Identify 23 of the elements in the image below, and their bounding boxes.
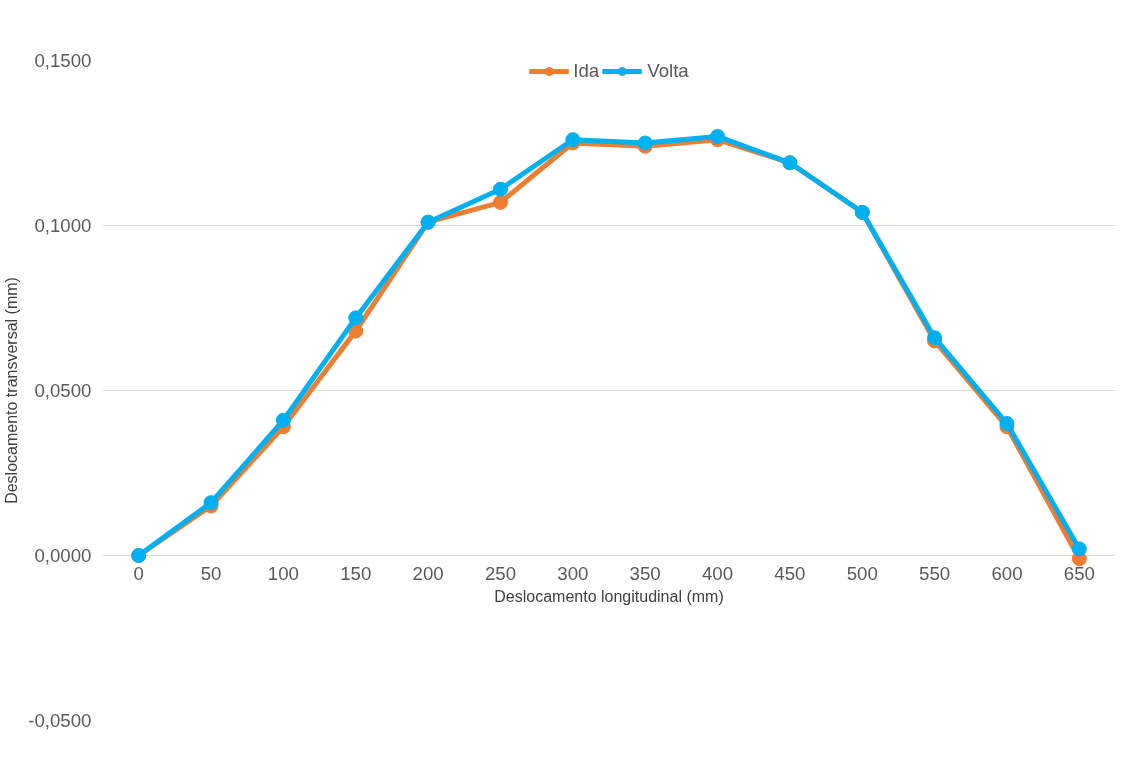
x-tick-label: 450: [774, 562, 806, 584]
y-tick-label: 0,1000: [34, 215, 92, 236]
y-tick-label: 0,0500: [34, 380, 92, 401]
x-tick-label: 500: [846, 562, 878, 584]
x-axis-title: Deslocamento longitudinal (mm): [494, 587, 724, 605]
x-tick-label: 250: [484, 562, 517, 584]
y-axis-title: Deslocamento transversal (mm): [3, 277, 21, 504]
legend-label: Volta: [647, 60, 689, 82]
x-tick-label: 600: [991, 562, 1023, 584]
x-tick-label: 50: [200, 562, 222, 584]
y-tick-label: 0,1500: [34, 50, 92, 71]
x-tick-label: 300: [557, 562, 589, 584]
x-tick-label: 150: [340, 562, 372, 584]
x-tick-label: 400: [701, 562, 734, 584]
x-tick-label: 350: [629, 562, 661, 584]
x-tick-label: 0: [133, 562, 144, 584]
y-tick-label: 0,0000: [34, 545, 92, 566]
x-tick-label: 200: [412, 562, 444, 584]
x-tick-label: 550: [919, 562, 951, 584]
legend-label: Ida: [573, 60, 600, 82]
x-tick-label: 650: [1063, 562, 1095, 584]
y-tick-label: -0,0500: [28, 710, 92, 731]
x-tick-label: 100: [267, 562, 299, 584]
